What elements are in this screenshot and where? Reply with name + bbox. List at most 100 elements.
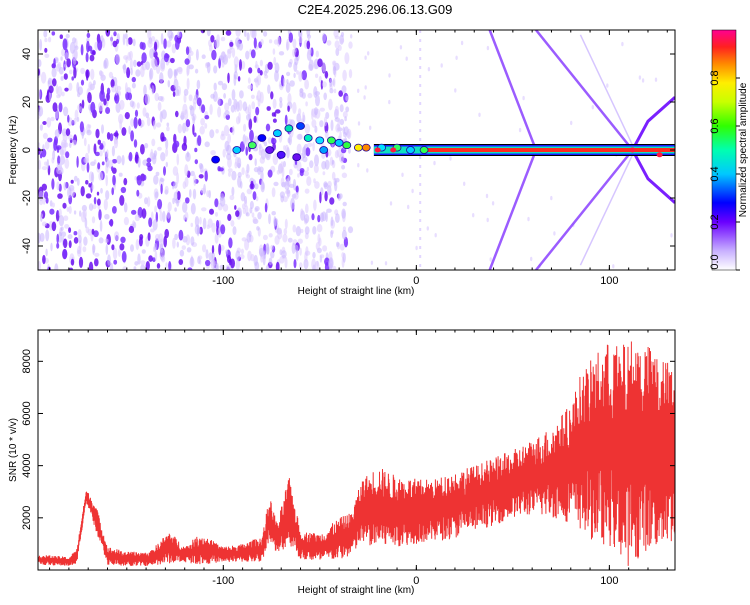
noise-blob bbox=[118, 172, 123, 177]
sparse-dot bbox=[367, 51, 370, 56]
colorbar-label: Normalized spectral amplitude bbox=[738, 82, 749, 217]
noise-blob bbox=[220, 224, 226, 235]
noise-blob bbox=[124, 112, 130, 120]
noise-blob bbox=[54, 263, 59, 270]
noise-blob bbox=[64, 87, 69, 92]
noise-blob bbox=[120, 236, 126, 243]
noise-blob bbox=[172, 91, 176, 97]
noise-blob bbox=[211, 49, 217, 61]
sparse-dot bbox=[527, 216, 530, 222]
sparse-dot bbox=[478, 112, 481, 118]
noise-blob bbox=[38, 89, 41, 100]
noise-blob bbox=[88, 203, 94, 211]
noise-blob bbox=[200, 187, 207, 194]
noise-blob bbox=[153, 150, 158, 158]
noise-blob bbox=[246, 32, 250, 42]
noise-blob bbox=[111, 244, 115, 251]
noise-blob bbox=[167, 80, 171, 88]
noise-blob bbox=[176, 199, 180, 207]
noise-blob bbox=[249, 200, 254, 210]
noise-blob bbox=[84, 217, 88, 229]
noise-blob bbox=[152, 257, 156, 263]
noise-blob bbox=[222, 148, 226, 158]
noise-blob bbox=[283, 196, 288, 203]
sparse-dot bbox=[401, 172, 404, 177]
noise-blob bbox=[231, 47, 236, 58]
noise-blob bbox=[140, 144, 145, 155]
noise-blob bbox=[72, 59, 77, 65]
noise-blob bbox=[176, 66, 183, 73]
noise-blob bbox=[289, 168, 293, 176]
noise-blob bbox=[131, 82, 136, 89]
noise-blob bbox=[142, 107, 147, 117]
sparse-dot bbox=[405, 56, 408, 61]
sparse-dot bbox=[463, 181, 466, 186]
x-tick-label: 0 bbox=[413, 575, 419, 587]
noise-blob bbox=[317, 214, 321, 223]
noise-blob bbox=[295, 185, 299, 193]
noise-blob bbox=[293, 61, 298, 72]
noise-blob bbox=[162, 210, 166, 223]
noise-blob bbox=[189, 189, 192, 198]
noise-blob bbox=[262, 234, 268, 241]
noise-blob bbox=[106, 87, 111, 96]
noise-blob bbox=[303, 170, 310, 177]
noise-blob bbox=[284, 180, 290, 191]
noise-blob bbox=[186, 66, 189, 77]
noise-blob bbox=[41, 221, 47, 227]
noise-blob bbox=[135, 69, 141, 77]
sparse-dot bbox=[606, 83, 609, 88]
noise-blob bbox=[204, 141, 210, 148]
noise-blob bbox=[224, 102, 230, 112]
noise-blob bbox=[288, 61, 292, 68]
signal-blob bbox=[303, 134, 313, 142]
noise-blob bbox=[332, 265, 337, 270]
noise-blob bbox=[184, 58, 190, 65]
noise-blob bbox=[148, 217, 153, 228]
sparse-dot bbox=[364, 85, 367, 90]
noise-blob bbox=[194, 147, 198, 153]
noise-blob bbox=[125, 82, 128, 94]
noise-blob bbox=[342, 226, 346, 231]
noise-blob bbox=[254, 206, 260, 212]
noise-blob bbox=[170, 57, 175, 64]
noise-blob bbox=[99, 150, 103, 157]
noise-blob bbox=[273, 181, 279, 187]
snr-panel: -100 0 100 2000 4000 6000 8000 Height of strai… bbox=[8, 329, 676, 596]
noise-blob bbox=[344, 52, 350, 65]
noise-blob bbox=[251, 212, 255, 218]
noise-blob bbox=[245, 169, 249, 177]
signal-blob bbox=[265, 146, 275, 154]
noise-blob bbox=[143, 84, 147, 97]
noise-blob bbox=[308, 59, 314, 71]
noise-blob bbox=[236, 40, 241, 48]
noise-blob bbox=[177, 31, 181, 39]
noise-blob bbox=[348, 69, 353, 79]
noise-blob bbox=[152, 58, 158, 71]
noise-blob bbox=[87, 143, 91, 154]
noise-blob bbox=[217, 97, 221, 106]
noise-blob bbox=[105, 244, 109, 255]
y-tick-label: 0 bbox=[21, 147, 33, 153]
noise-blob bbox=[216, 34, 220, 44]
noise-blob bbox=[319, 191, 322, 204]
noise-blob bbox=[267, 169, 273, 178]
noise-blob bbox=[225, 30, 232, 36]
noise-blob bbox=[66, 58, 71, 68]
noise-blob bbox=[39, 199, 43, 206]
noise-blob bbox=[270, 244, 274, 250]
noise-blob bbox=[103, 98, 107, 106]
snr-content bbox=[38, 341, 675, 567]
noise-blob bbox=[68, 227, 72, 234]
noise-blob bbox=[253, 115, 257, 123]
noise-blob bbox=[51, 31, 56, 36]
snr-frame bbox=[37, 329, 676, 571]
noise-blob bbox=[118, 248, 121, 257]
noise-blob bbox=[306, 40, 311, 50]
noise-blob bbox=[85, 193, 92, 199]
noise-blob bbox=[257, 98, 261, 107]
noise-blob bbox=[184, 164, 189, 177]
noise-blob bbox=[341, 172, 348, 179]
noise-blob bbox=[97, 162, 101, 170]
noise-blob bbox=[159, 178, 165, 182]
